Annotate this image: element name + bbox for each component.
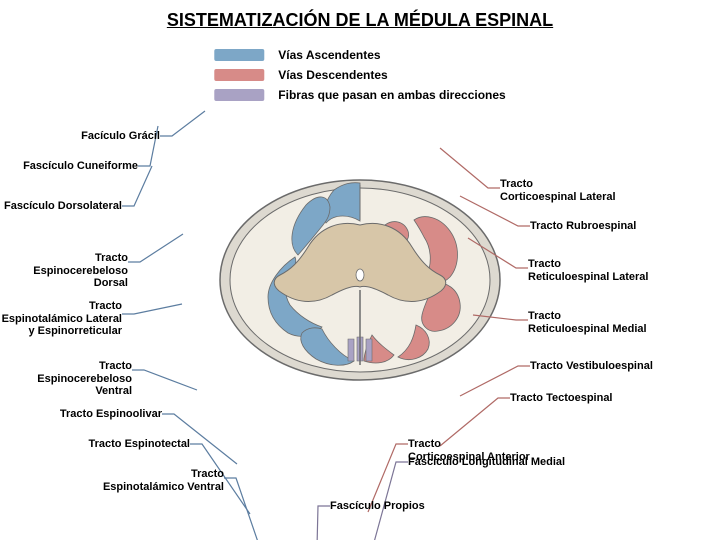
tract-label: Tracto Espinoolivar: [60, 408, 162, 421]
tract-label: TractoReticuloespinal Medial: [528, 310, 647, 335]
tract-label: Fascículo Longitudinal Medial: [408, 456, 565, 469]
legend: Vías Ascendentes Vías Descendentes Fibra…: [214, 48, 505, 108]
tract-label: TractoCorticoespinal Lateral: [500, 178, 616, 203]
tract-label: Tracto Rubroespinal: [530, 220, 636, 233]
tract-label: TractoEspinocerebeloso Dorsal: [0, 252, 128, 290]
legend-label: Fibras que pasan en ambas direcciones: [278, 88, 505, 102]
page-title: SISTEMATIZACIÓN DE LA MÉDULA ESPINAL: [167, 10, 553, 31]
legend-item-ascending: Vías Ascendentes: [214, 48, 505, 62]
tract-label: Facículo Grácil: [81, 130, 160, 143]
tract-label: TractoEspinotalámico Ventral: [103, 468, 224, 493]
tract-label: Fascículo Cuneiforme: [23, 160, 138, 173]
tract-label: TractoReticuloespinal Lateral: [528, 258, 648, 283]
tract-label: Tracto Espinotectal: [89, 438, 190, 451]
tract-label: Tracto Tectoespinal: [510, 392, 613, 405]
legend-item-both: Fibras que pasan en ambas direcciones: [214, 88, 505, 102]
legend-item-descending: Vías Descendentes: [214, 68, 505, 82]
legend-label: Vías Descendentes: [278, 68, 387, 82]
legend-swatch: [214, 69, 264, 81]
legend-label: Vías Ascendentes: [278, 48, 380, 62]
tract-label: TractoEspinocerebeloso Ventral: [0, 360, 132, 398]
tract-label: Tracto Vestibuloespinal: [530, 360, 653, 373]
legend-swatch: [214, 89, 264, 101]
legend-swatch: [214, 49, 264, 61]
spinal-cord-cross-section: [210, 165, 510, 395]
tract-label: Fascículo Propios: [330, 500, 425, 513]
tract-label: TractoEspinotalámico Lateraly Espinorret…: [2, 300, 122, 338]
tract-label: Fascículo Dorsolateral: [4, 200, 122, 213]
